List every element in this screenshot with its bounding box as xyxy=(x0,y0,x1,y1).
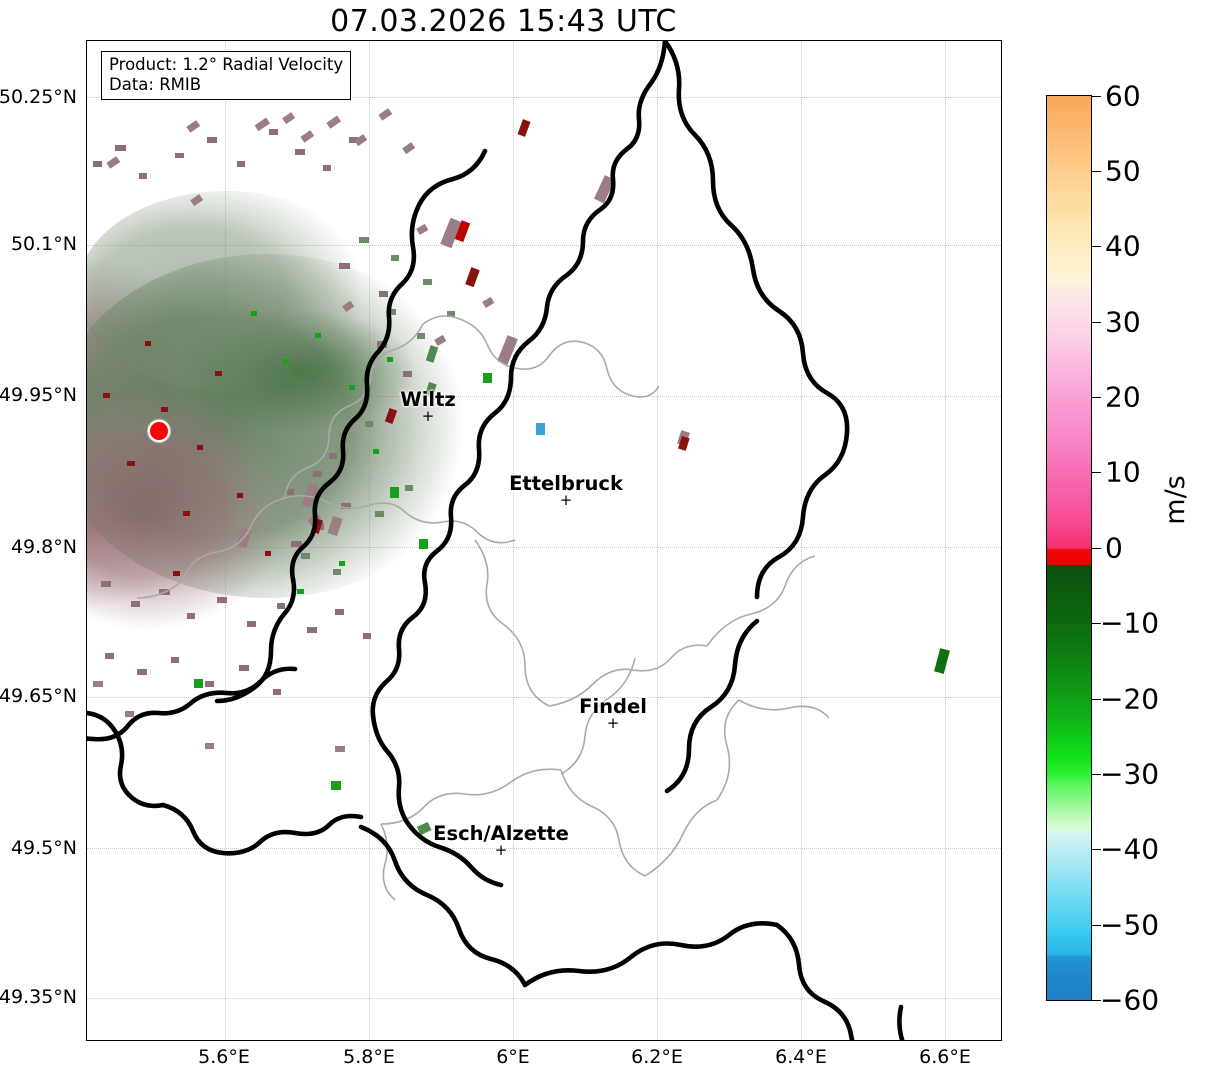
info-data-line: Data: RMIB xyxy=(109,75,202,95)
cb-tick-1: 50 xyxy=(1105,154,1141,188)
internal-borders xyxy=(136,315,830,901)
y-tick-6: 49.35°N xyxy=(0,986,77,1008)
y-tick-4: 49.65°N xyxy=(0,685,77,707)
y-tick-5: 49.5°N xyxy=(10,837,77,859)
info-product-line: Product: 1.2° Radial Velocity xyxy=(109,55,344,74)
cb-tick-10: −40 xyxy=(1100,832,1160,866)
cb-tick-5: 10 xyxy=(1105,455,1141,489)
cb-tick-12: −60 xyxy=(1100,983,1160,1017)
x-tick-0: 5.6°E xyxy=(198,1046,250,1068)
x-tick-5: 6.6°E xyxy=(919,1046,971,1068)
echo-cells xyxy=(93,129,455,695)
border-layer xyxy=(87,41,905,1040)
national-borders xyxy=(87,41,905,1040)
cb-tick-3: 30 xyxy=(1105,305,1141,339)
y-tick-2: 49.95°N xyxy=(0,384,77,406)
radar-map-panel[interactable]: Wiltz + Ettelbruck + Findel + Esch/Alzet… xyxy=(86,40,1002,1041)
cb-tick-8: −20 xyxy=(1100,682,1160,716)
colorbar-unit-label: m/s xyxy=(1160,475,1191,525)
cb-tick-0: 60 xyxy=(1105,79,1141,113)
page-title: 07.03.2026 15:43 UTC xyxy=(330,4,677,39)
colorbar-gradient-lower xyxy=(1046,565,1092,1001)
cb-tick-7: −10 xyxy=(1100,606,1160,640)
radar-echo-layer xyxy=(87,108,950,836)
y-tick-0: 50.25°N xyxy=(0,86,77,108)
cb-tick-11: −50 xyxy=(1100,908,1160,942)
x-tick-2: 6°E xyxy=(496,1046,530,1068)
radar-site-marker[interactable] xyxy=(148,420,170,442)
y-tick-1: 50.1°N xyxy=(10,233,77,255)
x-tick-4: 6.4°E xyxy=(775,1046,827,1068)
cb-tick-4: 20 xyxy=(1105,380,1141,414)
x-tick-1: 5.8°E xyxy=(343,1046,395,1068)
info-box: Product: 1.2° Radial Velocity Data: RMIB xyxy=(101,51,352,101)
cb-tick-6: 0 xyxy=(1105,531,1123,565)
cb-tick-9: −30 xyxy=(1100,757,1160,791)
y-tick-3: 49.8°N xyxy=(10,536,77,558)
cb-tick-2: 40 xyxy=(1105,229,1141,263)
x-tick-3: 6.2°E xyxy=(631,1046,683,1068)
